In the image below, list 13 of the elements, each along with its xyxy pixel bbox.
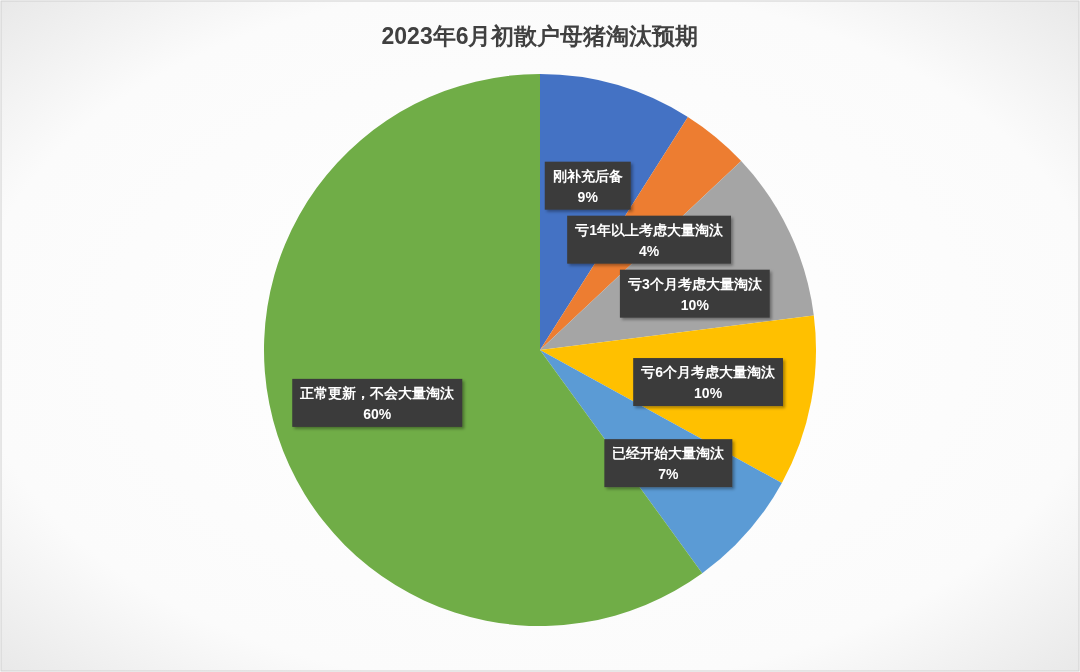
slice-label: 亏1年以上考虑大量淘汰 xyxy=(574,221,724,238)
slice-label: 刚补充后备 xyxy=(552,167,623,184)
data-label: 10% xyxy=(680,296,710,313)
data-label: 4% xyxy=(638,242,660,259)
slice-label: 亏6个月考虑大量淘汰 xyxy=(640,364,776,381)
slice-label: 已经开始大量淘汰 xyxy=(612,445,726,462)
data-label: 10% xyxy=(694,385,723,402)
slice-label: 正常更新，不会大量淘汰 xyxy=(299,384,456,401)
title: 2023年6月初散户母猪淘汰预期 xyxy=(381,23,699,49)
slice-label: 亏3个月考虑大量淘汰 xyxy=(626,275,763,292)
data-label: 60% xyxy=(363,405,392,422)
data-label: 7% xyxy=(658,466,680,483)
data-label: 9% xyxy=(577,188,599,205)
